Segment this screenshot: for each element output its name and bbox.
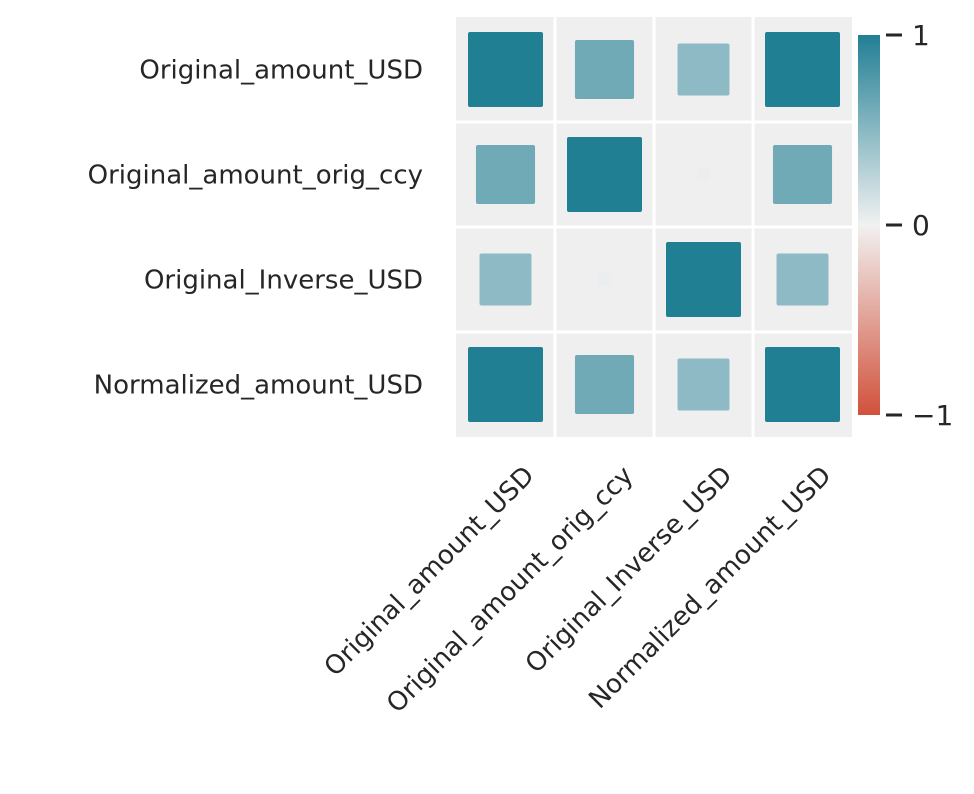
heatmap-cell-r3-c2 (677, 358, 730, 411)
heatmap-cell-r0-c2 (677, 43, 730, 96)
y-tick-label: Original_Inverse_USD (144, 266, 423, 296)
colorbar-gradient (858, 35, 880, 415)
y-tick-labels: Original_amount_USD Original_amount_orig_… (88, 56, 423, 401)
colorbar-tick-label: −1 (912, 399, 953, 432)
colorbar-tick-label: 0 (912, 209, 930, 242)
y-tick-label: Original_amount_USD (139, 56, 423, 86)
heatmap-cell-r2-c3 (776, 253, 829, 306)
heatmap-cell-r1-c0 (475, 144, 536, 205)
heatmap-cell-r2-c0 (479, 253, 532, 306)
heatmap-cell-r2-c1 (598, 273, 611, 286)
heatmap-cell-r3-c0 (468, 347, 543, 422)
y-tick-label: Original_amount_orig_ccy (88, 161, 423, 191)
heatmap-cell-r0-c1 (574, 39, 635, 100)
heatmap-cell-r3-c1 (574, 354, 635, 415)
x-tick-labels: Original_amount_USDOriginal_amount_orig_… (319, 461, 838, 719)
heatmap-cell-r1-c3 (772, 144, 833, 205)
heatmap-cell-r1-c2 (697, 168, 710, 181)
heatmap-cell-r1-c1 (567, 137, 642, 212)
y-tick-label: Normalized_amount_USD (94, 371, 423, 401)
colorbar: 1 0 −1 (858, 19, 953, 432)
colorbar-tick-label: 1 (912, 19, 930, 52)
heatmap-cells (456, 17, 852, 437)
heatmap-cell-r0-c3 (765, 32, 840, 107)
heatmap-cell-r0-c0 (468, 32, 543, 107)
heatmap-cell-r2-c2 (666, 242, 741, 317)
heatmap-cell-r3-c3 (765, 347, 840, 422)
